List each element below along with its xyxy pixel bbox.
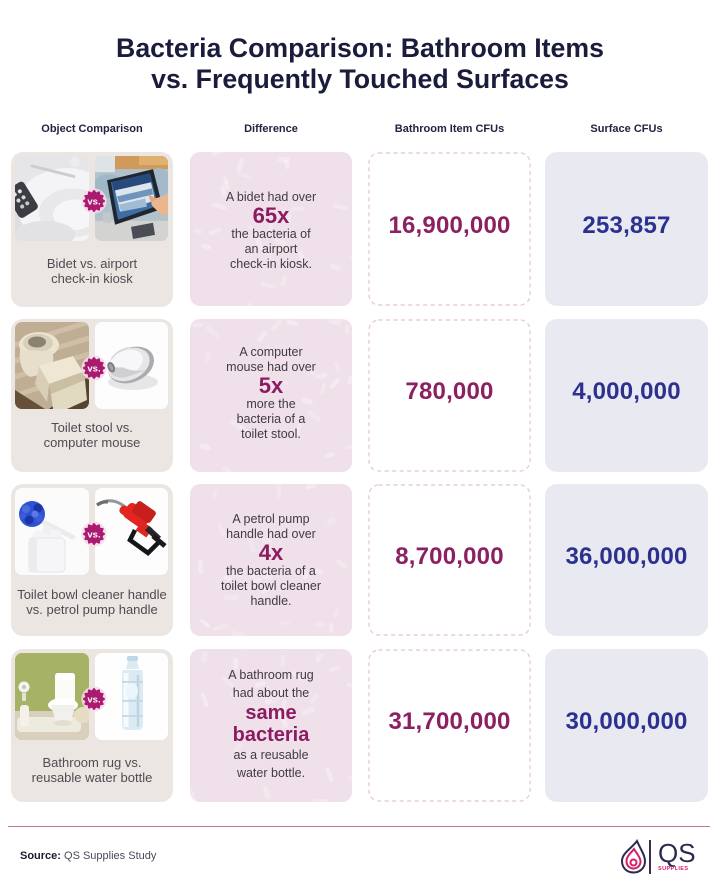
svg-text:vs.: vs.	[87, 694, 100, 705]
svg-text:vs.: vs.	[87, 363, 100, 374]
svg-text:QS: QS	[658, 838, 696, 868]
svg-text:vs.: vs.	[87, 196, 100, 207]
svg-text:vs.: vs.	[87, 529, 100, 540]
svg-text:SUPPLIES: SUPPLIES	[658, 866, 688, 872]
